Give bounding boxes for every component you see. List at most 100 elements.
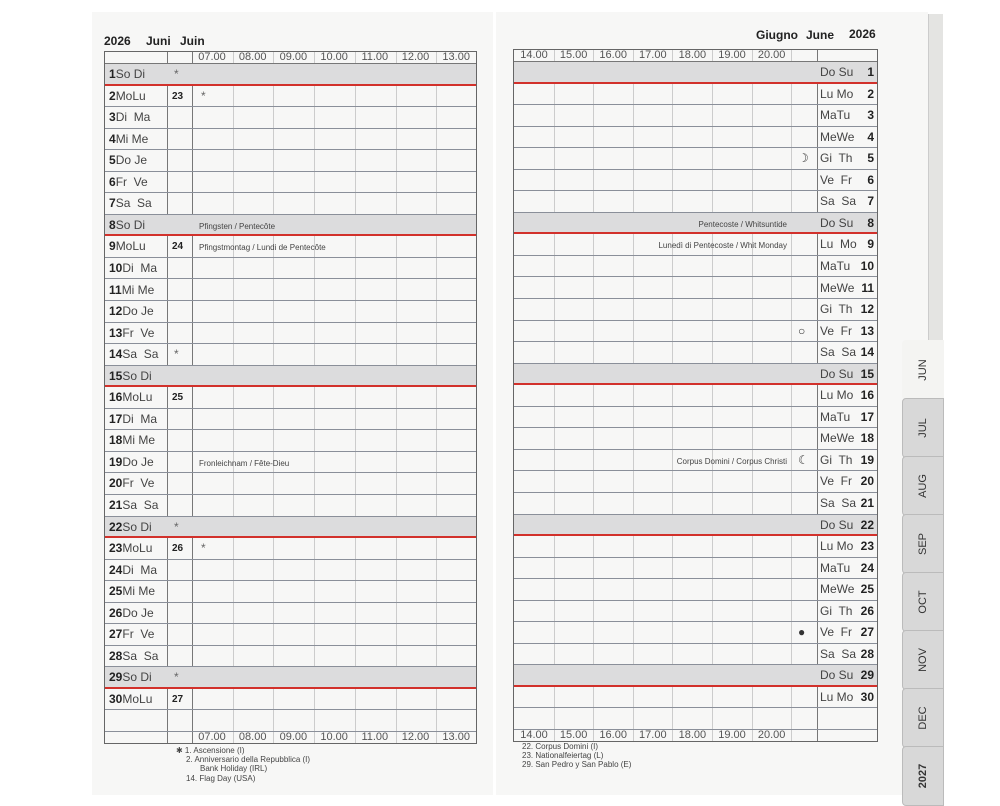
day-row[interactable]: 4Mi Me <box>105 129 476 151</box>
day-row[interactable]: 23MoLu 26 * <box>105 538 476 560</box>
day-row[interactable]: Lu Mo 30 <box>514 687 877 709</box>
day-row[interactable]: MaTu 17 <box>514 407 877 429</box>
day-row[interactable]: 7Sa Sa <box>105 193 476 215</box>
day-row[interactable]: 10Di Ma <box>105 258 476 280</box>
day-row[interactable]: Ve Fr 6 <box>514 170 877 192</box>
day-row[interactable]: 30MoLu 27 <box>105 689 476 711</box>
day-row[interactable]: Ve Fr 20 <box>514 471 877 493</box>
footnote: ✱ 1. Ascensione (I) <box>176 746 245 755</box>
day-row[interactable]: 6Fr Ve <box>105 172 476 194</box>
day-row[interactable]: Do Su 1 <box>514 62 877 84</box>
day-row[interactable]: Sa Sa 28 <box>514 644 877 666</box>
day-row[interactable]: 27Fr Ve <box>105 624 476 646</box>
day-row[interactable]: Sa Sa 14 <box>514 342 877 364</box>
weekday-names: Lu Mo <box>820 689 854 704</box>
day-cell: 27Fr Ve <box>109 627 167 641</box>
weekday-names: Gi Th <box>820 452 853 467</box>
day-row[interactable]: ● Ve Fr 27 <box>514 622 877 644</box>
day-row[interactable]: MeWe 25 <box>514 579 877 601</box>
day-number: 13 <box>860 323 874 338</box>
day-cell: 7Sa Sa <box>109 196 167 210</box>
header-row <box>105 52 476 64</box>
day-number: 3 <box>109 110 116 125</box>
day-row[interactable]: 12Do Je <box>105 301 476 323</box>
day-row[interactable]: Sa Sa 7 <box>514 191 877 213</box>
day-number: 25 <box>860 582 874 597</box>
day-row[interactable]: 3Di Ma <box>105 107 476 129</box>
day-row[interactable]: 22So Di * <box>105 516 476 539</box>
day-row[interactable]: Corpus Domini / Corpus Christi ☾ Gi Th 19 <box>514 450 877 472</box>
day-number: 23 <box>109 541 123 556</box>
day-row[interactable]: MeWe 18 <box>514 428 877 450</box>
day-row[interactable]: 26Do Je <box>105 603 476 625</box>
day-row[interactable]: Lu Mo 2 <box>514 84 877 106</box>
month-tab-jul[interactable]: JUL <box>902 398 944 458</box>
hour-label-top: 13.00 <box>442 51 470 63</box>
day-row[interactable]: MaTu 3 <box>514 105 877 127</box>
month-tab-dec[interactable]: DEC <box>902 688 944 748</box>
day-cell: 29So Di <box>109 670 167 684</box>
weekday-names: Sa Sa <box>122 347 159 362</box>
day-row[interactable]: 8So Di Pfingsten / Pentecôte <box>105 214 476 237</box>
day-row[interactable]: 29So Di * <box>105 667 476 689</box>
day-row[interactable]: 18Mi Me <box>105 430 476 452</box>
day-cell: 2MoLu <box>109 89 167 103</box>
day-row[interactable]: MeWe 11 <box>514 278 877 300</box>
month-tab-2027[interactable]: 2027 <box>902 746 944 806</box>
day-row[interactable]: Pentecoste / Whitsuntide Do Su 8 <box>514 212 877 235</box>
day-row[interactable]: 20Fr Ve <box>105 473 476 495</box>
day-row[interactable]: Gi Th 26 <box>514 601 877 623</box>
day-number: 29 <box>860 668 874 683</box>
weekday-names: Ve Fr <box>820 625 853 640</box>
day-row[interactable]: 5Do Je <box>105 150 476 172</box>
day-row[interactable]: ☽ Gi Th 5 <box>514 148 877 170</box>
day-row[interactable]: Lu Mo 23 <box>514 536 877 558</box>
month-tab-oct[interactable]: OCT <box>902 572 944 632</box>
day-row[interactable]: 1So Di * <box>105 64 476 86</box>
day-row[interactable]: 11Mi Me <box>105 280 476 302</box>
day-cell: 16MoLu <box>109 390 167 404</box>
day-row[interactable]: Do Su 22 <box>514 514 877 537</box>
weekday-names: Do Su <box>820 366 854 381</box>
day-row[interactable]: Do Su 29 <box>514 665 877 687</box>
weekday-names: Mi Me <box>121 282 155 297</box>
hour-label-bottom: 11.00 <box>361 731 389 743</box>
day-row[interactable]: 19Do Je Fronleichnam / Fête-Dieu <box>105 452 476 474</box>
weekday-names: Di Ma <box>122 411 158 426</box>
day-row[interactable]: 13Fr Ve <box>105 323 476 345</box>
day-row[interactable]: MeWe 4 <box>514 127 877 149</box>
day-row[interactable]: Do Su 15 <box>514 363 877 386</box>
day-row[interactable]: Lu Mo 16 <box>514 385 877 407</box>
month-tab-aug[interactable]: AUG <box>902 456 944 516</box>
day-row[interactable]: 24Di Ma <box>105 560 476 582</box>
day-row[interactable]: 17Di Ma <box>105 409 476 431</box>
day-row[interactable]: Sa Sa 21 <box>514 493 877 515</box>
week-number: 25 <box>172 392 184 404</box>
day-number: 19 <box>109 454 123 469</box>
day-row[interactable]: MaTu 24 <box>514 558 877 580</box>
day-row[interactable]: 2MoLu 23 * <box>105 86 476 108</box>
holiday-asterisk: * <box>201 88 206 103</box>
day-row[interactable]: 9MoLu 24 Pfingstmontag / Lundi de Pentecôt… <box>105 236 476 258</box>
month-tab-jun[interactable]: JUN <box>902 340 944 400</box>
day-row[interactable]: 21Sa Sa <box>105 495 476 517</box>
day-row[interactable]: 28Sa Sa <box>105 646 476 668</box>
month-tab-nov[interactable]: NOV <box>902 630 944 690</box>
day-row[interactable]: MaTu 10 <box>514 256 877 278</box>
day-row[interactable]: 16MoLu 25 <box>105 387 476 409</box>
holiday-asterisk: * <box>174 519 179 534</box>
day-row[interactable]: 14Sa Sa * <box>105 344 476 366</box>
day-number: 23 <box>860 539 874 554</box>
day-row[interactable]: ○ Ve Fr 13 <box>514 321 877 343</box>
footnote: 23. Nationalfeiertag (L) <box>522 751 604 760</box>
hour-divider <box>354 52 356 743</box>
weekday-names: Fr Ve <box>122 476 155 491</box>
hour-label-top: 14.00 <box>520 49 548 61</box>
day-row[interactable]: Gi Th 12 <box>514 299 877 321</box>
month-tab-sep[interactable]: SEP <box>902 514 944 574</box>
footnote: Bank Holiday (IRL) <box>200 764 268 773</box>
hour-label-top: 10.00 <box>320 51 348 63</box>
day-row[interactable]: Lunedì di Pentecoste / Whit Monday Lu Mo 9 <box>514 234 877 256</box>
day-row[interactable]: 25Mi Me <box>105 581 476 603</box>
day-row[interactable]: 15So Di <box>105 365 476 388</box>
